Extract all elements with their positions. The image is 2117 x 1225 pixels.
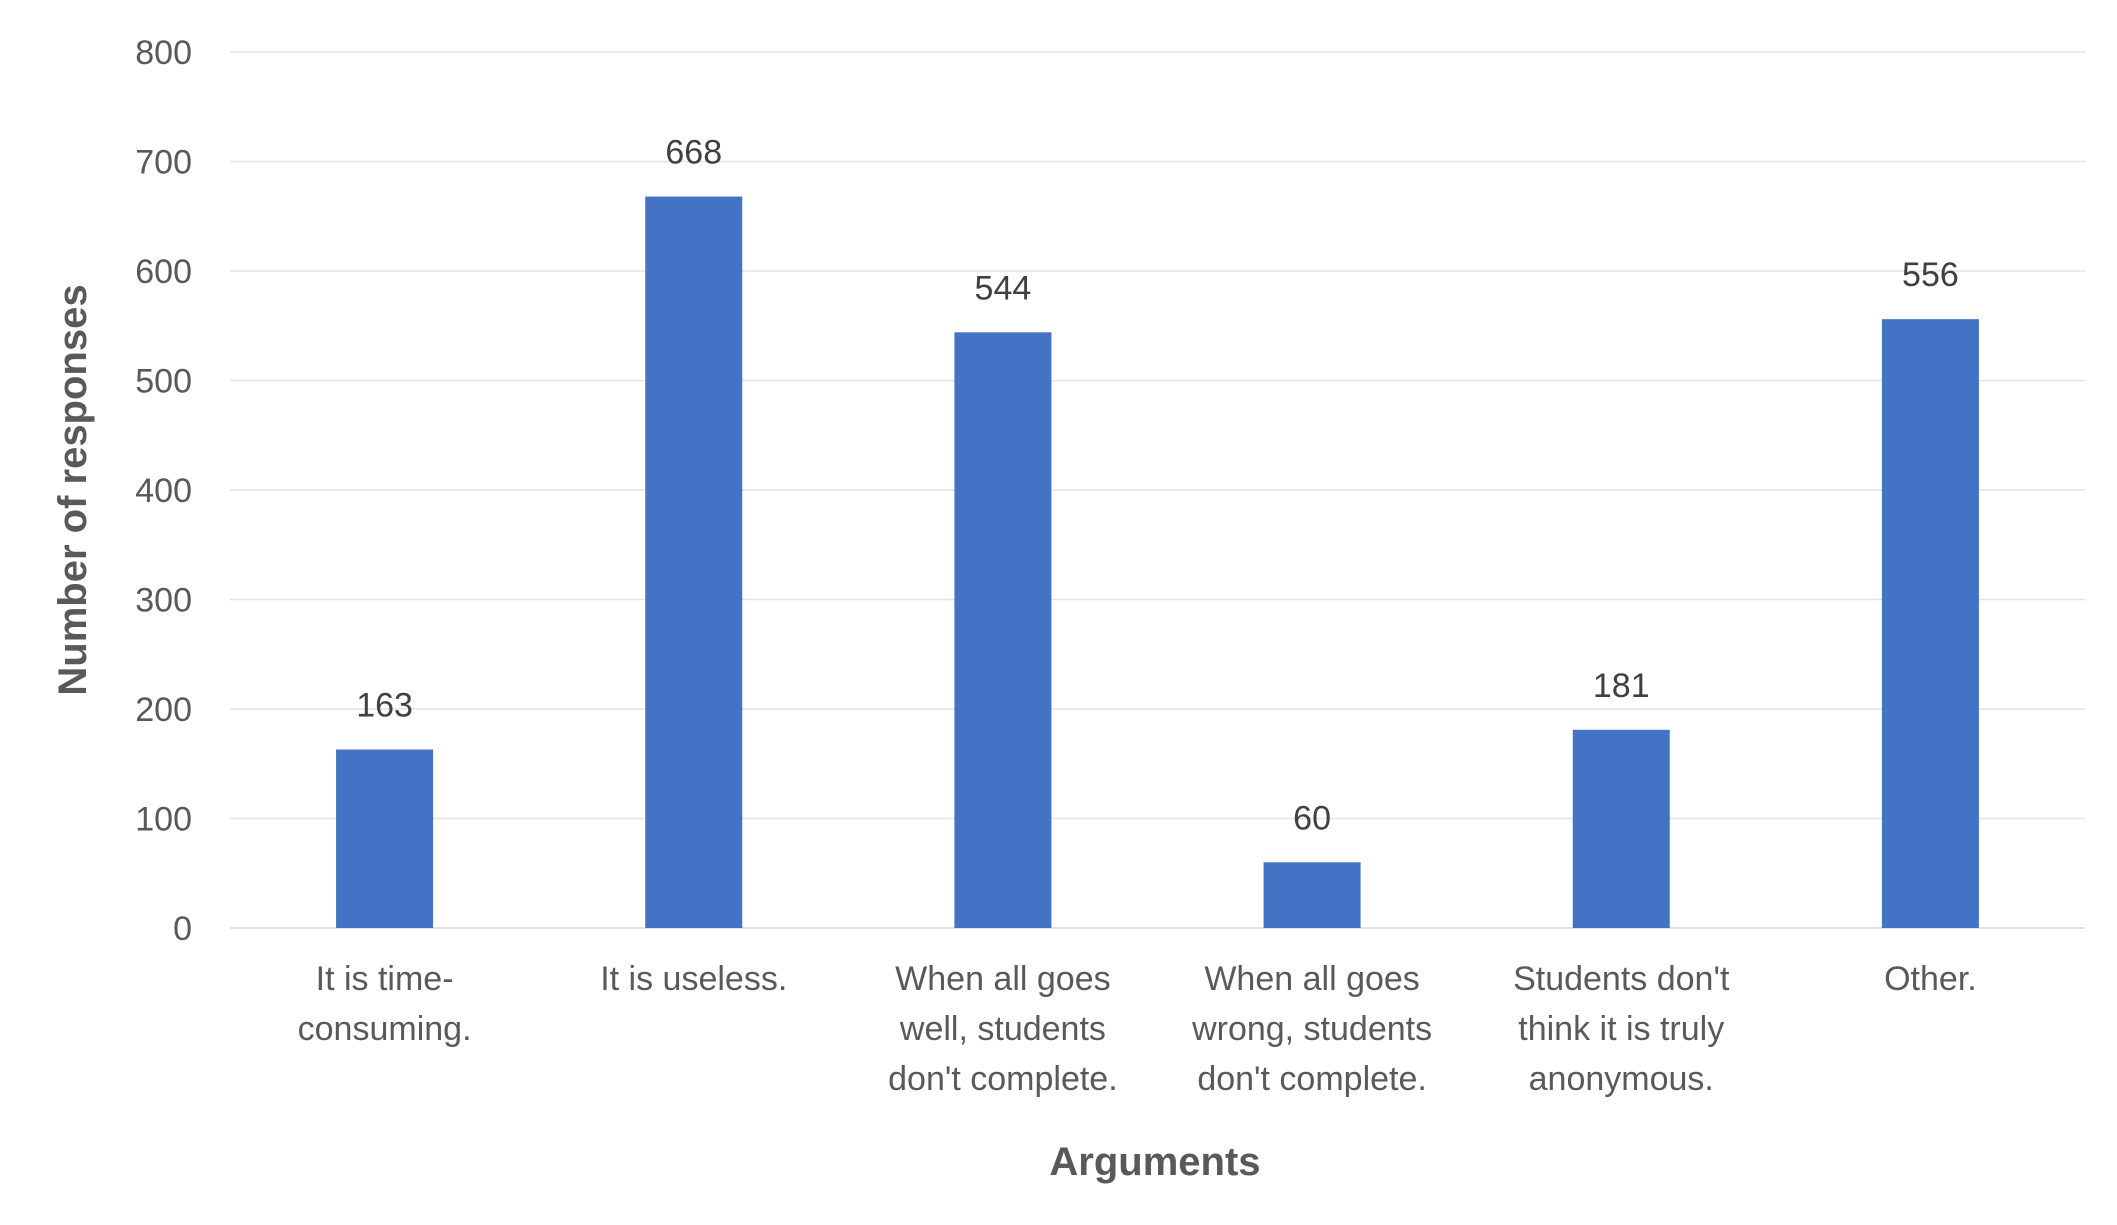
bars bbox=[336, 196, 1979, 929]
x-axis-categories: It is time-consuming. It is useless. When … bbox=[298, 960, 1977, 1098]
y-tick-label: 300 bbox=[135, 582, 192, 620]
bar bbox=[645, 196, 743, 929]
y-tick-label: 100 bbox=[135, 801, 192, 839]
y-tick-label: 400 bbox=[135, 472, 192, 510]
x-category-label: well, students bbox=[899, 1010, 1106, 1048]
bar bbox=[1263, 862, 1361, 928]
x-category-label: consuming. bbox=[298, 1010, 472, 1048]
y-axis-title: Number of responses bbox=[51, 284, 95, 695]
x-category-label: When all goes bbox=[895, 960, 1110, 998]
x-axis-title: Arguments bbox=[1049, 1140, 1260, 1184]
y-tick-label: 600 bbox=[135, 253, 192, 291]
bar bbox=[336, 749, 434, 928]
data-label: 668 bbox=[665, 134, 722, 172]
data-label: 163 bbox=[356, 687, 413, 725]
x-category-label: Other. bbox=[1884, 960, 1977, 998]
y-axis-ticks: 0 100 200 300 400 500 600 700 800 bbox=[135, 34, 192, 948]
data-labels: 163 668 544 60 181 556 bbox=[356, 134, 1959, 838]
data-label: 60 bbox=[1293, 799, 1331, 837]
y-tick-label: 800 bbox=[135, 34, 192, 72]
x-category-label: When all goes bbox=[1204, 960, 1419, 998]
x-category-label: don't complete. bbox=[1197, 1060, 1427, 1098]
y-tick-label: 500 bbox=[135, 363, 192, 401]
x-category-label: anonymous. bbox=[1529, 1060, 1714, 1098]
data-label: 181 bbox=[1593, 667, 1650, 705]
x-category-label: don't complete. bbox=[888, 1060, 1118, 1098]
data-label: 556 bbox=[1902, 256, 1959, 294]
y-tick-label: 700 bbox=[135, 144, 192, 182]
x-category-label: It is time- bbox=[316, 960, 454, 998]
bar bbox=[1572, 729, 1670, 928]
y-tick-label: 200 bbox=[135, 691, 192, 729]
x-category-label: think it is truly bbox=[1518, 1010, 1724, 1048]
x-category-label: wrong, students bbox=[1191, 1010, 1432, 1048]
data-label: 544 bbox=[975, 269, 1032, 307]
x-category-label: It is useless. bbox=[600, 960, 787, 998]
bar bbox=[954, 332, 1052, 928]
gridlines bbox=[230, 51, 2085, 929]
y-tick-label: 0 bbox=[173, 910, 192, 948]
bar bbox=[1881, 319, 1979, 928]
x-category-label: Students don't bbox=[1513, 960, 1730, 998]
